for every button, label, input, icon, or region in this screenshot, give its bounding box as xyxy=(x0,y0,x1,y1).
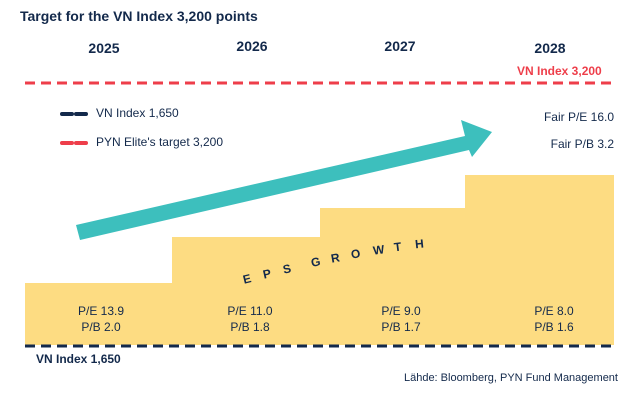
pb-value: P/B 1.8 xyxy=(230,320,270,334)
growth-arrow xyxy=(76,120,492,240)
eps-letter: T xyxy=(393,239,403,255)
year-2026: 2026 xyxy=(236,38,268,54)
base-label: VN Index 1,650 xyxy=(36,352,121,366)
year-2027: 2027 xyxy=(384,38,416,54)
source-note: Lähde: Bloomberg, PYN Fund Management xyxy=(403,372,618,384)
pb-value: P/B 2.0 xyxy=(81,320,121,334)
step-2025-ratios: P/E 13.9 P/B 2.0 xyxy=(78,303,124,335)
step-2026 xyxy=(172,237,321,345)
legend-navy-label: VN Index 1,650 xyxy=(96,106,179,120)
pb-value: P/B 1.6 xyxy=(534,320,574,334)
eps-letter: W xyxy=(372,242,386,258)
pb-value: P/B 1.7 xyxy=(381,320,421,334)
eps-letter: R xyxy=(329,250,341,266)
pe-value: P/E 9.0 xyxy=(381,304,421,318)
step-2027 xyxy=(320,208,466,345)
step-2027-ratios: P/E 9.0 P/B 1.7 xyxy=(381,303,420,335)
fair-pe: Fair P/E 16.0 xyxy=(543,110,614,124)
eps-letter: H xyxy=(414,236,425,252)
legend-red-label: PYN Elite's target 3,200 xyxy=(96,135,224,149)
pe-value: P/E 13.9 xyxy=(77,304,125,318)
chart-title: Target for the VN Index 3,200 points xyxy=(20,8,258,24)
year-2028: 2028 xyxy=(534,40,566,56)
year-2025: 2025 xyxy=(88,40,120,56)
step-2028 xyxy=(465,175,614,345)
step-2025 xyxy=(25,283,173,345)
pe-value: P/E 8.0 xyxy=(534,304,574,318)
pe-value: P/E 11.0 xyxy=(227,304,273,318)
target-label: VN Index 3,200 xyxy=(517,64,602,78)
step-2028-ratios: P/E 8.0 P/B 1.6 xyxy=(534,303,573,335)
eps-letter: O xyxy=(349,246,362,262)
fair-pb: Fair P/B 3.2 xyxy=(550,137,614,151)
step-2026-ratios: P/E 11.0 P/B 1.8 xyxy=(227,303,272,335)
